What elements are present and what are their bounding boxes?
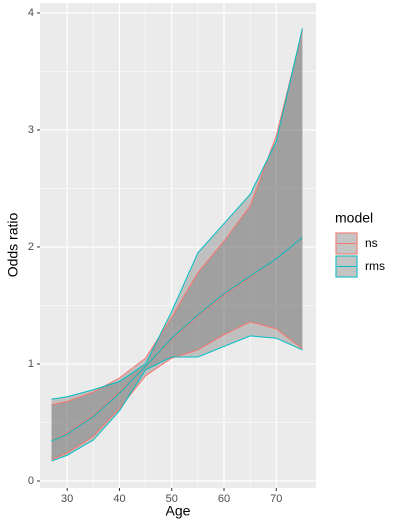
y-tick-label: 4 xyxy=(28,7,34,19)
legend-label: rms xyxy=(365,259,385,273)
ribbon xyxy=(51,30,303,460)
y-axis-title: Odds ratio xyxy=(5,212,21,277)
x-tick-label: 60 xyxy=(218,493,230,505)
y-tick-label: 1 xyxy=(28,358,34,370)
y-tick-label: 2 xyxy=(28,241,34,253)
y-tick-label: 3 xyxy=(28,124,34,136)
legend: ns rms xyxy=(335,232,385,278)
ribbon-upper-line xyxy=(51,30,303,406)
x-tick-label: 40 xyxy=(113,493,125,505)
fit-line xyxy=(51,237,303,442)
x-tick-label: 30 xyxy=(61,493,73,505)
ribbon-upper-line xyxy=(51,28,303,400)
legend-title: model xyxy=(335,210,373,226)
panel xyxy=(40,3,316,488)
x-tick-label: 70 xyxy=(270,493,282,505)
x-axis-title: Age xyxy=(166,503,191,519)
grid xyxy=(40,3,316,488)
marks xyxy=(51,28,303,462)
legend-label: ns xyxy=(365,236,378,250)
y-tick-label: 0 xyxy=(28,475,34,487)
ribbon-lower-line xyxy=(51,321,303,461)
x-tick-label: 50 xyxy=(166,493,178,505)
ribbon-lower-line xyxy=(51,335,303,462)
ribbon xyxy=(51,28,303,462)
axes: 0 1 2 3 4 30 40 50 60 70 xyxy=(28,7,283,505)
fit-line xyxy=(51,237,303,442)
